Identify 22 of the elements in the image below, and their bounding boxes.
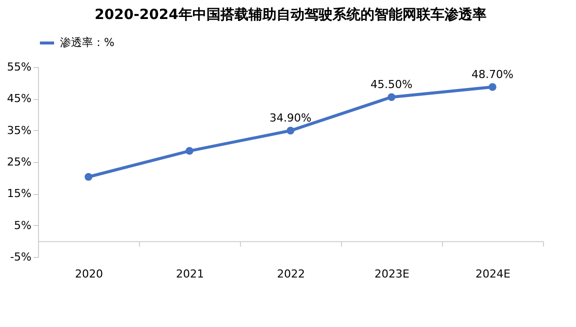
point bbox=[286, 126, 294, 135]
chart-title: 2020-2024年中国搭载辅助自动驾驶系统的智能网联车渗透率 bbox=[94, 6, 486, 23]
y-tick-label: 45% bbox=[7, 92, 32, 106]
y-tick-label: 15% bbox=[7, 187, 32, 200]
y-tick-label: 35% bbox=[7, 124, 32, 137]
y-tick-label: 55% bbox=[7, 60, 32, 74]
point bbox=[388, 93, 396, 101]
point bbox=[84, 173, 92, 181]
y-tick-label: 5% bbox=[14, 218, 32, 232]
x-tick-label: 2020 bbox=[75, 268, 103, 280]
x-tick-label: 2021 bbox=[176, 268, 204, 280]
data-label: 48.70% bbox=[472, 68, 514, 81]
data-label: 45.50% bbox=[370, 78, 412, 92]
x-tick-label: 2022 bbox=[277, 268, 305, 280]
point bbox=[488, 83, 496, 91]
point bbox=[186, 147, 194, 155]
y-tick-label: -5% bbox=[10, 250, 32, 264]
x-tick-label: 2024E bbox=[476, 268, 511, 280]
x-tick-label: 2023E bbox=[374, 268, 410, 280]
y-tick-label: 25% bbox=[7, 156, 32, 168]
data-label: 34.90% bbox=[270, 112, 312, 125]
legend-label: 渗透率：% bbox=[60, 36, 114, 49]
